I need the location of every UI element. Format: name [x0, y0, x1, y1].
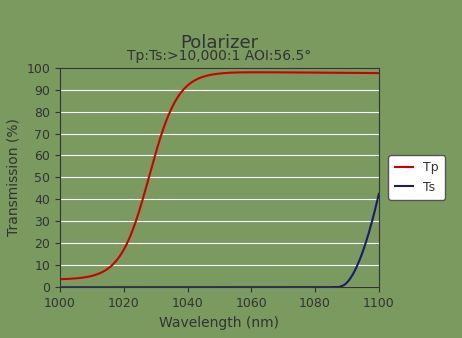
Tp: [186, 82, 192, 86]
Tp: [306, 71, 312, 75]
Ts: [90, 285, 95, 289]
Y-axis label: Transmission (%): Transmission (%): [7, 119, 21, 236]
Tp: [90, 274, 95, 278]
Ts: [198, 285, 203, 289]
Tp: [376, 71, 382, 75]
Ts: [57, 285, 63, 289]
Ts: [376, 192, 382, 196]
Tp: [255, 70, 261, 74]
Ts: [186, 285, 192, 289]
Ts: [276, 285, 282, 289]
Line: Tp: Tp: [60, 72, 379, 279]
Tp: [312, 71, 317, 75]
Title: Polarizer: Polarizer: [180, 34, 259, 52]
Tp: [57, 277, 63, 281]
Tp: [277, 70, 282, 74]
X-axis label: Wavelength (nm): Wavelength (nm): [159, 316, 280, 330]
Text: Tp:Ts:>10,000:1 AOI:56.5°: Tp:Ts:>10,000:1 AOI:56.5°: [128, 49, 311, 63]
Ts: [311, 285, 317, 289]
Legend: Tp, Ts: Tp, Ts: [388, 155, 445, 200]
Ts: [306, 285, 311, 289]
Line: Ts: Ts: [60, 194, 379, 287]
Tp: [198, 76, 203, 80]
